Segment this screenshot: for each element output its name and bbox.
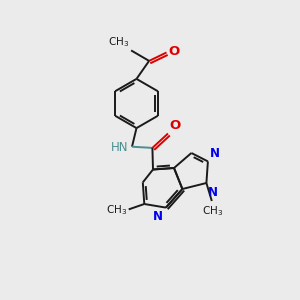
Text: N: N: [208, 186, 218, 199]
Text: N: N: [153, 210, 163, 223]
Text: O: O: [169, 119, 181, 132]
Text: CH$_3$: CH$_3$: [202, 204, 223, 218]
Text: CH$_3$: CH$_3$: [106, 203, 127, 217]
Text: O: O: [168, 45, 179, 58]
Text: CH$_3$: CH$_3$: [108, 35, 130, 49]
Text: N: N: [210, 147, 220, 160]
Text: HN: HN: [111, 141, 128, 154]
